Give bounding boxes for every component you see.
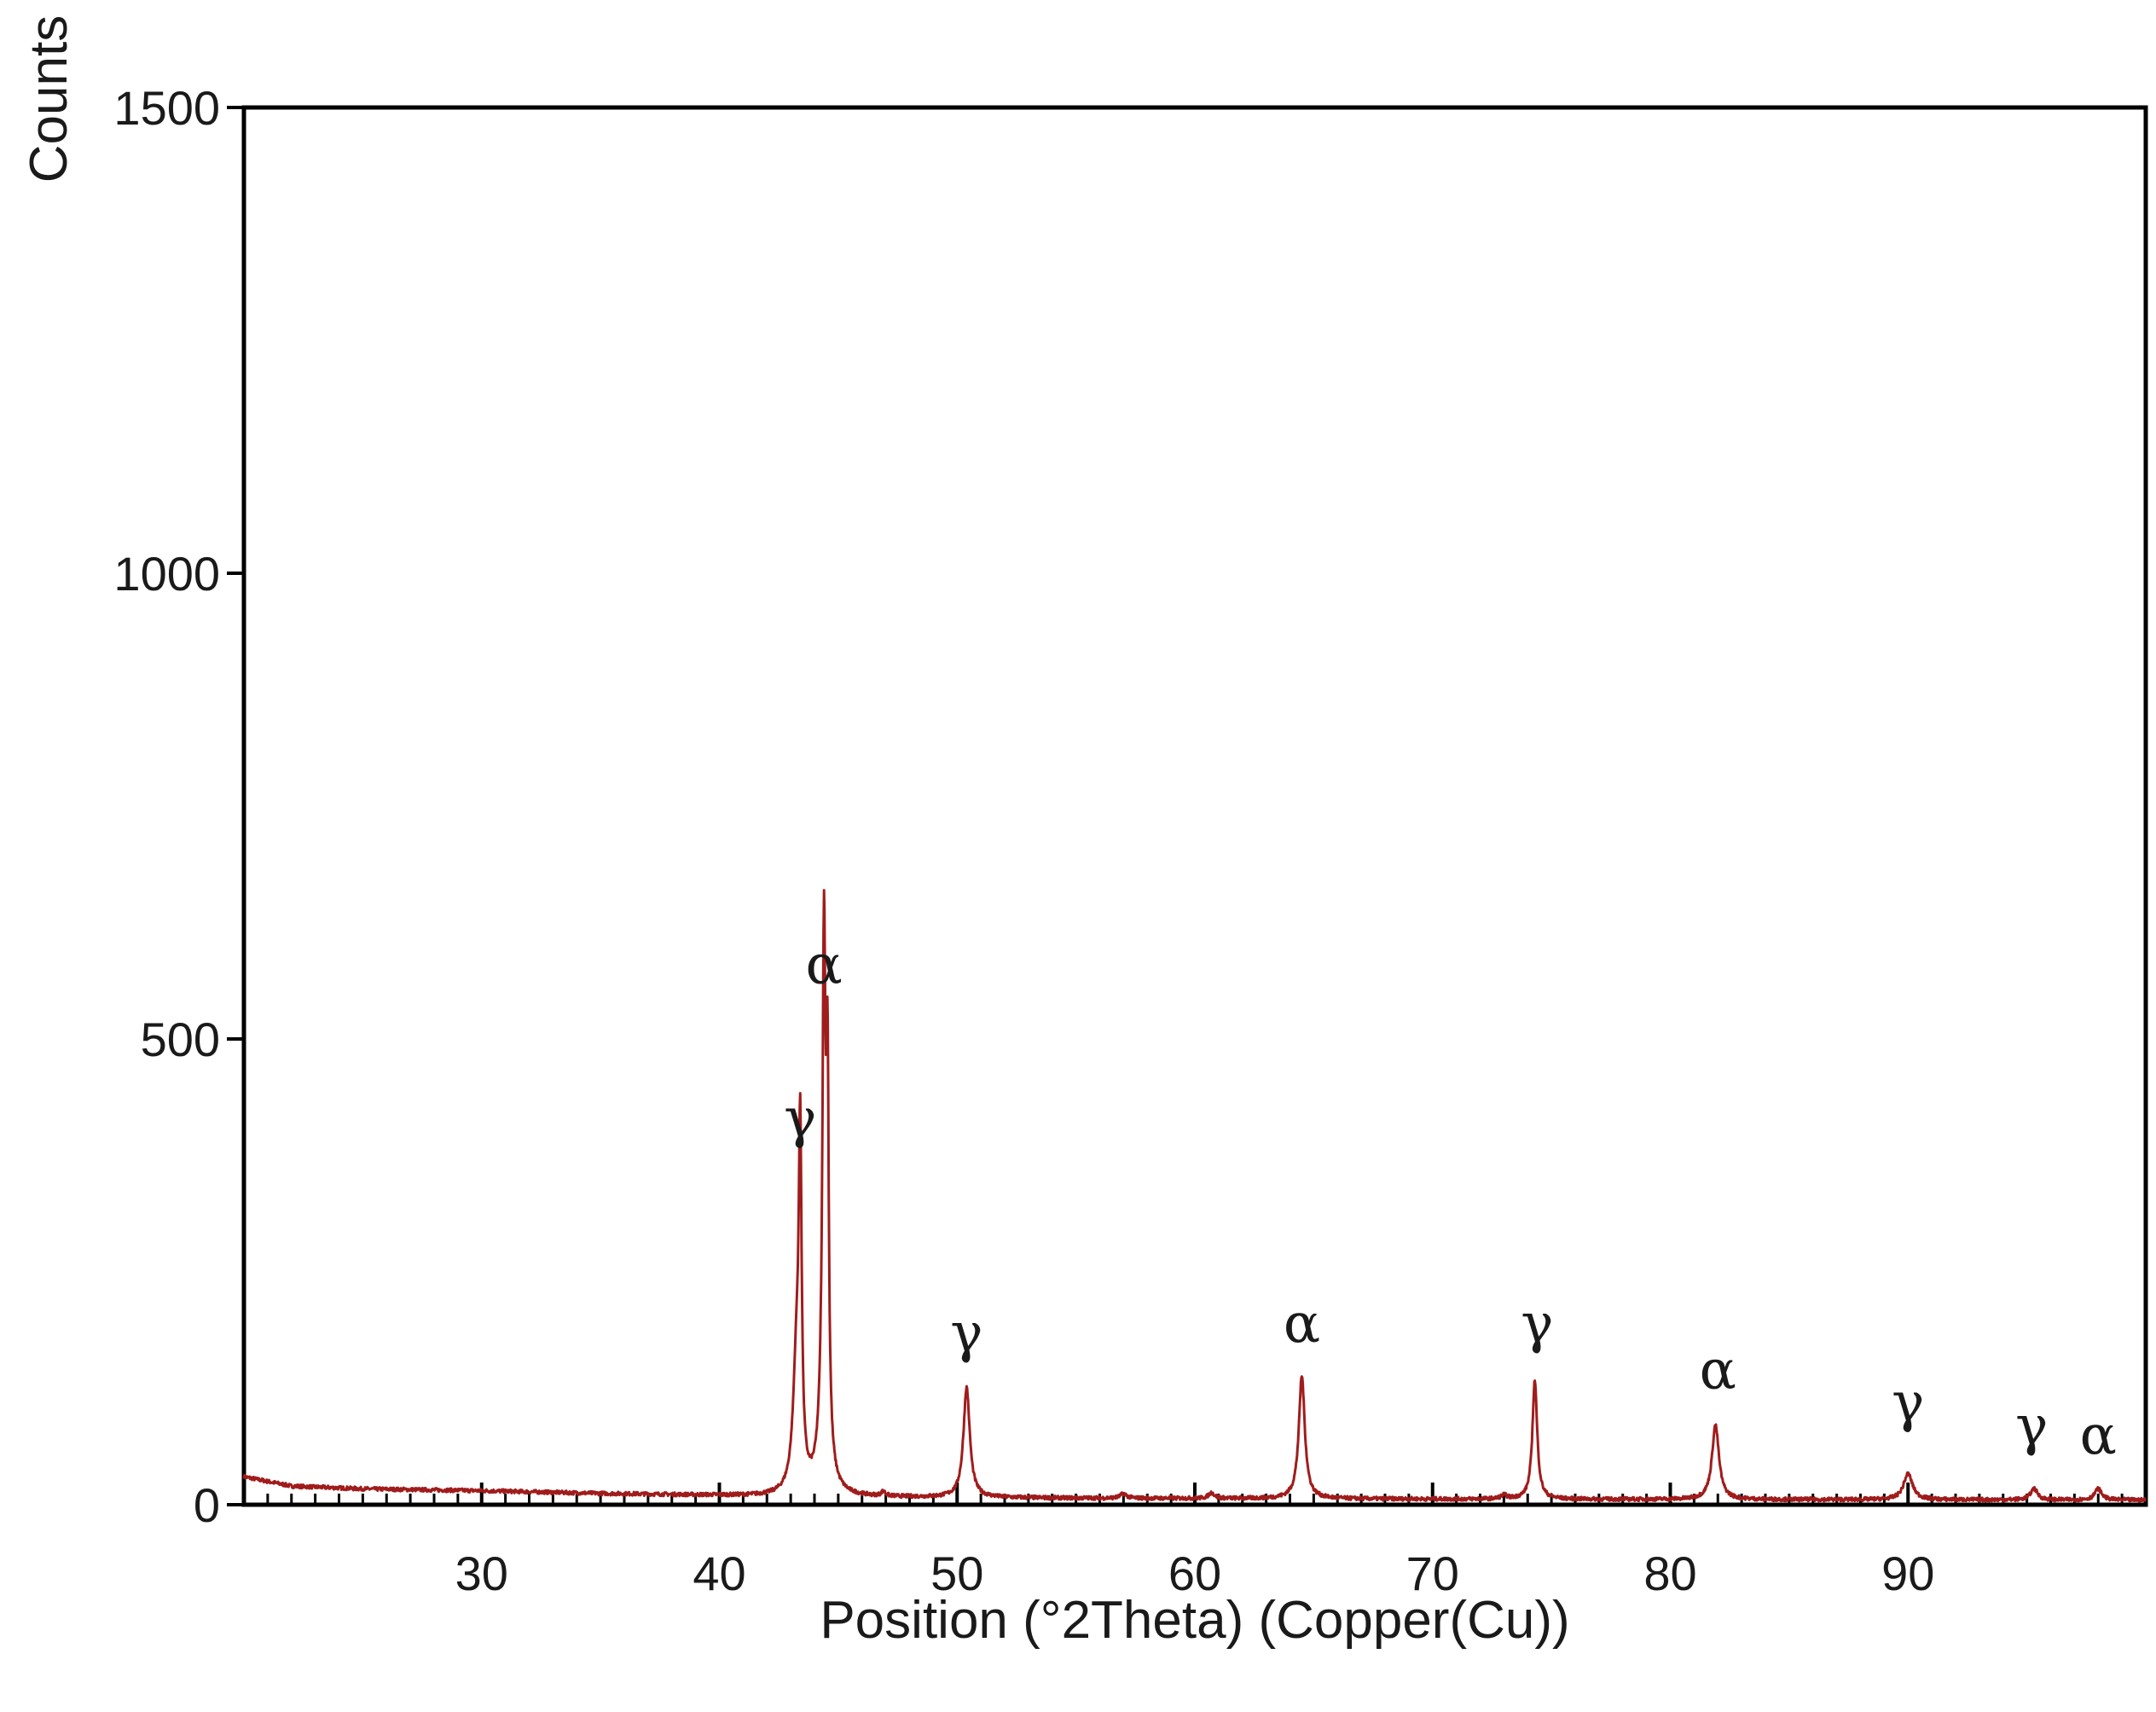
phase-annotations: γαγ α γαγ γ α [784,933,2117,1466]
x-tick-label: 30 [455,1547,508,1600]
alpha-phase-label: α [806,933,843,996]
y-axis-title: Counts [20,15,78,183]
y-axis-ticks [227,106,244,1506]
x-tick-labels: 30 40 50 60 70 80 90 [455,1547,1935,1600]
x-axis-title: Position (°2Theta) (Copper(Cu)) [820,1591,1569,1650]
gamma-phase-label: γ [784,1088,816,1151]
plot-frame [241,105,2148,1507]
x-tick-label: 60 [1168,1547,1221,1600]
alpha-phase-label: α [1284,1292,1320,1355]
alpha-phase-label: α [1700,1339,1736,1402]
y-tick-label: 0 [194,1478,220,1532]
gamma-phase-label: γ [1521,1292,1553,1355]
gamma-phase-label: γ [2015,1395,2048,1458]
x-tick-label: 80 [1643,1547,1696,1600]
alpha-phase-label: α [2080,1404,2117,1467]
y-tick-label: 1000 [113,547,220,601]
x-tick-label: 50 [930,1547,983,1600]
gamma-phase-label: γ [950,1302,982,1365]
y-tick-label: 1500 [113,81,220,135]
y-tick-labels: 0 500 1000 1500 [113,81,220,1532]
gamma-phase-label: γ [1892,1372,1924,1435]
x-tick-label: 70 [1406,1547,1459,1600]
y-tick-label: 500 [141,1013,220,1066]
x-tick-label: 40 [693,1547,745,1600]
x-tick-label: 90 [1881,1547,1934,1600]
xrd-trace-line [242,889,2147,1503]
